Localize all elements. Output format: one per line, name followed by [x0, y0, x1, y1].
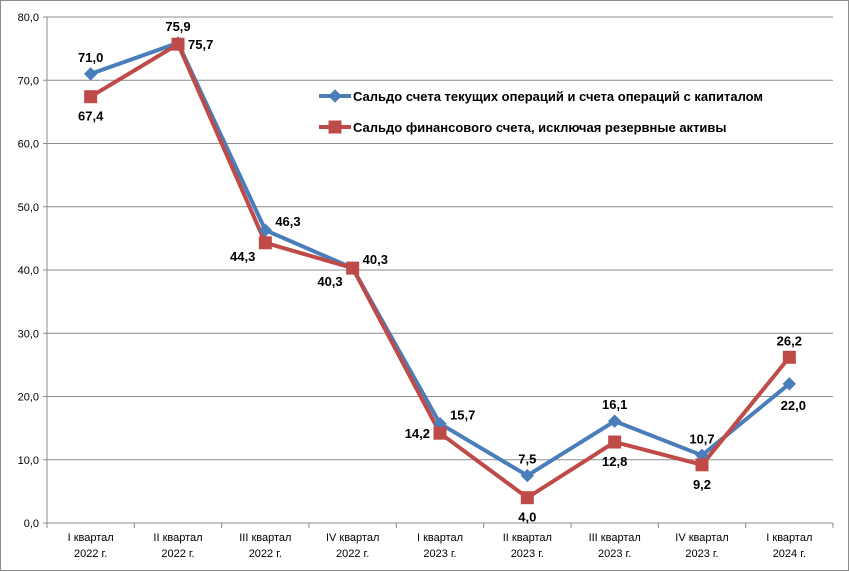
y-tick-label: 60,0 [18, 139, 39, 151]
x-tick-label: 2023 г. [511, 548, 544, 560]
data-label: 7,5 [518, 452, 536, 467]
y-tick-label: 70,0 [18, 75, 39, 87]
x-tick-label: III квартал [589, 532, 641, 544]
data-label: 15,7 [450, 408, 475, 423]
legend-marker [328, 120, 342, 134]
x-tick-label: I квартал [766, 532, 812, 544]
x-tick-label: I квартал [68, 532, 114, 544]
series-line-1 [89, 40, 791, 478]
series-2-point [608, 435, 622, 449]
x-tick-label: II квартал [503, 532, 552, 544]
data-label: 75,7 [188, 37, 213, 52]
x-tick-label: 2023 г. [685, 548, 718, 560]
x-tick-label: IV квартал [675, 532, 728, 544]
series-1-point [258, 223, 273, 237]
series-1-point [520, 468, 535, 483]
x-tick-label: 2022 г. [249, 548, 282, 560]
series-1-point [83, 67, 98, 81]
data-label: 9,2 [693, 477, 711, 492]
x-tick-label: 2024 г. [773, 548, 806, 560]
data-label: 40,3 [317, 274, 342, 289]
series-2-point [520, 491, 534, 505]
data-label: 67,4 [78, 109, 104, 124]
series-2-point [433, 426, 447, 440]
data-label: 40,3 [363, 252, 388, 267]
data-label: 22,0 [781, 398, 806, 413]
y-tick-label: 50,0 [18, 202, 39, 214]
x-tick-label: 2022 г. [336, 548, 369, 560]
x-tick-label: 2022 г. [161, 548, 194, 560]
legend-label: Сальдо финансового счета, исключая резер… [353, 120, 727, 135]
x-tick-label: II квартал [153, 532, 202, 544]
y-tick-label: 0,0 [24, 518, 39, 530]
data-label: 4,0 [518, 510, 536, 525]
x-tick-label: 2022 г. [74, 548, 107, 560]
data-label: 71,0 [78, 50, 103, 65]
data-label: 16,1 [602, 397, 627, 412]
x-tick-label: I квартал [417, 532, 463, 544]
series-1-point [607, 414, 622, 428]
data-label: 14,2 [405, 426, 430, 441]
y-tick-label: 20,0 [18, 392, 39, 404]
data-label: 75,9 [165, 19, 190, 34]
series-2-point [258, 236, 272, 250]
data-label: 44,3 [230, 249, 255, 264]
data-label: 46,3 [275, 214, 300, 229]
data-label: 10,7 [689, 431, 714, 446]
data-label: 12,8 [602, 454, 627, 469]
series-2-point [782, 350, 796, 364]
y-tick-label: 40,0 [18, 265, 39, 277]
series-1-point [782, 377, 797, 391]
legend-marker [328, 89, 342, 103]
y-tick-label: 80,0 [18, 12, 39, 24]
series-2-point [84, 90, 98, 104]
x-tick-label: IV квартал [326, 532, 379, 544]
x-tick-label: 2023 г. [598, 548, 631, 560]
data-label: 26,2 [777, 333, 802, 348]
x-tick-label: III квартал [239, 532, 291, 544]
legend-label: Сальдо счета текущих операций и счета оп… [353, 89, 763, 104]
series-2-point [171, 37, 185, 51]
series-2-point [695, 458, 709, 472]
series-2-point [346, 261, 360, 275]
y-tick-label: 30,0 [18, 328, 39, 340]
x-tick-label: 2023 г. [423, 548, 456, 560]
y-tick-label: 10,0 [18, 455, 39, 467]
